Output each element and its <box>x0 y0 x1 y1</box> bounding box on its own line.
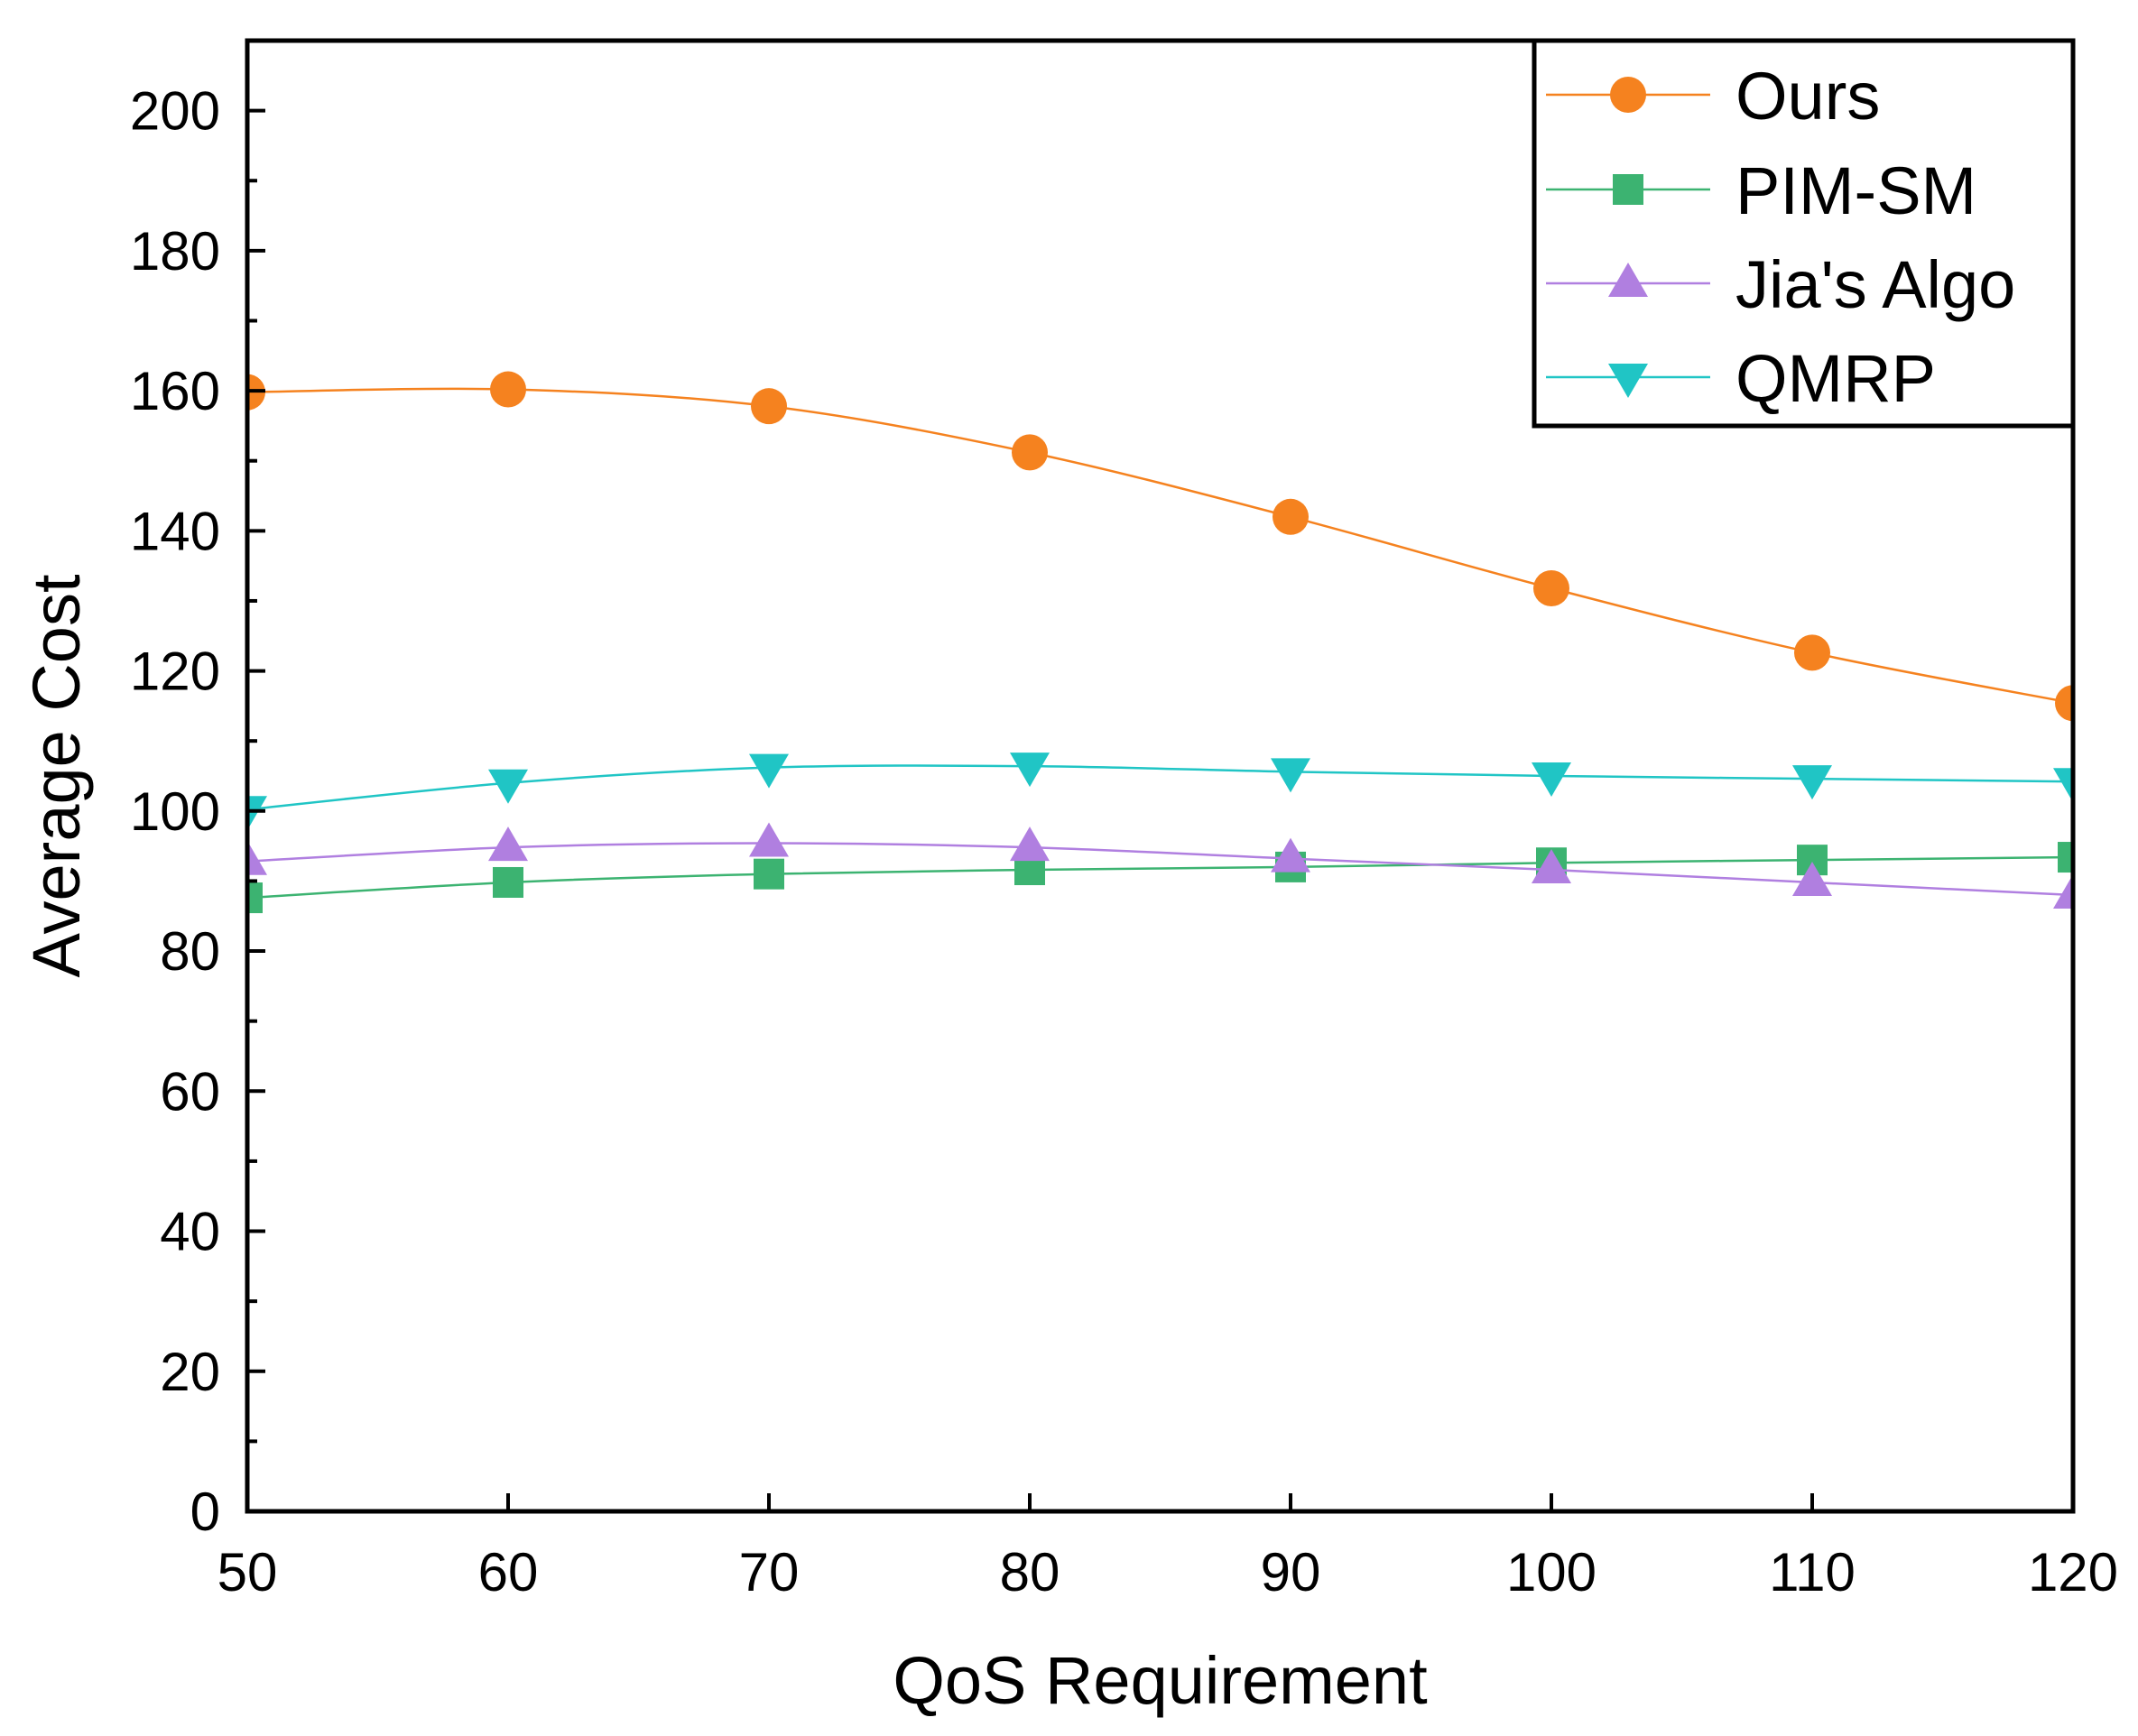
axes-layer: 50 60 70 80 90 100 110 120 0 20 40 60 80 100 120 140 160… <box>130 39 2118 1602</box>
x-tick-label: 50 <box>218 1542 278 1602</box>
data-point-ours <box>1273 498 1309 535</box>
data-point-qmrp <box>1271 758 1310 793</box>
data-point-qmrp <box>749 753 789 789</box>
data-point-jia-s-algo <box>1271 837 1310 873</box>
data-point-ours <box>1794 634 1830 671</box>
legend-marker-ours <box>1610 77 1646 113</box>
y-tick-label: 120 <box>130 642 220 702</box>
data-point-pim-sm <box>247 882 263 914</box>
data-point-jia-s-algo <box>749 822 789 857</box>
x-tick-label: 100 <box>1506 1542 1597 1602</box>
x-tick-label: 70 <box>739 1542 800 1602</box>
x-tick-label: 120 <box>2028 1542 2118 1602</box>
data-point-ours <box>751 388 787 425</box>
data-point-jia-s-algo <box>1010 826 1050 862</box>
x-tick-label: 90 <box>1261 1542 1321 1602</box>
data-point-qmrp <box>488 769 528 804</box>
series-line-qmrp <box>247 764 2073 811</box>
y-tick-label: 60 <box>160 1061 220 1122</box>
y-tick-label: 100 <box>130 781 220 842</box>
y-axis-title: Average Cost <box>19 574 94 977</box>
data-point-pim-sm <box>754 858 784 890</box>
series-jia-s-algo <box>247 822 2073 909</box>
data-point-jia-s-algo <box>1532 849 1571 884</box>
y-tick-label: 40 <box>160 1202 220 1262</box>
y-tick-label: 180 <box>130 221 220 282</box>
x-tick-label: 60 <box>478 1542 539 1602</box>
y-tick-label: 0 <box>190 1482 220 1542</box>
data-point-qmrp <box>1792 765 1832 800</box>
y-tick-label: 160 <box>130 361 220 421</box>
data-point-jia-s-algo <box>2053 873 2073 909</box>
legend-label-ours: Ours <box>1735 59 1880 134</box>
series-line-jia-s-algo <box>247 842 2073 897</box>
data-point-qmrp <box>1532 762 1571 797</box>
data-point-jia-s-algo <box>1792 861 1832 896</box>
series-ours <box>247 371 2073 722</box>
data-point-jia-s-algo <box>247 840 267 875</box>
legend: Ours PIM-SM Jia's Algo QMRP <box>1532 38 2076 429</box>
data-point-jia-s-algo <box>488 826 528 862</box>
data-point-ours <box>1012 434 1048 471</box>
x-tick-label: 80 <box>1000 1542 1060 1602</box>
legend-marker-qmrp <box>1608 364 1648 398</box>
data-point-qmrp <box>247 796 267 831</box>
legend-marker-jia-s-algo <box>1608 263 1648 297</box>
data-point-ours <box>490 371 526 408</box>
legend-label-jia-s-algo: Jia's Algo <box>1735 247 2015 322</box>
series-qmrp <box>247 753 2073 831</box>
x-tick-label: 110 <box>1769 1542 1856 1602</box>
legend-marker-pim-sm <box>1613 174 1643 205</box>
y-tick-label: 20 <box>160 1342 220 1402</box>
y-tick-label: 140 <box>130 501 220 561</box>
x-axis-title: QoS Requirement <box>893 1643 1428 1718</box>
y-tick-label: 200 <box>130 81 220 142</box>
series-line-pim-sm <box>247 855 2073 900</box>
plot-frame <box>245 38 2076 1514</box>
series-line-ours <box>247 387 2073 705</box>
data-point-qmrp <box>2053 768 2073 803</box>
data-point-pim-sm <box>2058 842 2073 873</box>
data-point-ours <box>2055 685 2073 722</box>
data-point-ours <box>1533 569 1569 606</box>
y-tick-label: 80 <box>160 921 220 982</box>
data-point-pim-sm <box>493 866 523 898</box>
legend-label-qmrp: QMRP <box>1735 341 1936 416</box>
series-layer <box>247 371 2073 914</box>
legend-label-pim-sm: PIM-SM <box>1735 153 1976 228</box>
data-point-qmrp <box>1010 753 1050 788</box>
